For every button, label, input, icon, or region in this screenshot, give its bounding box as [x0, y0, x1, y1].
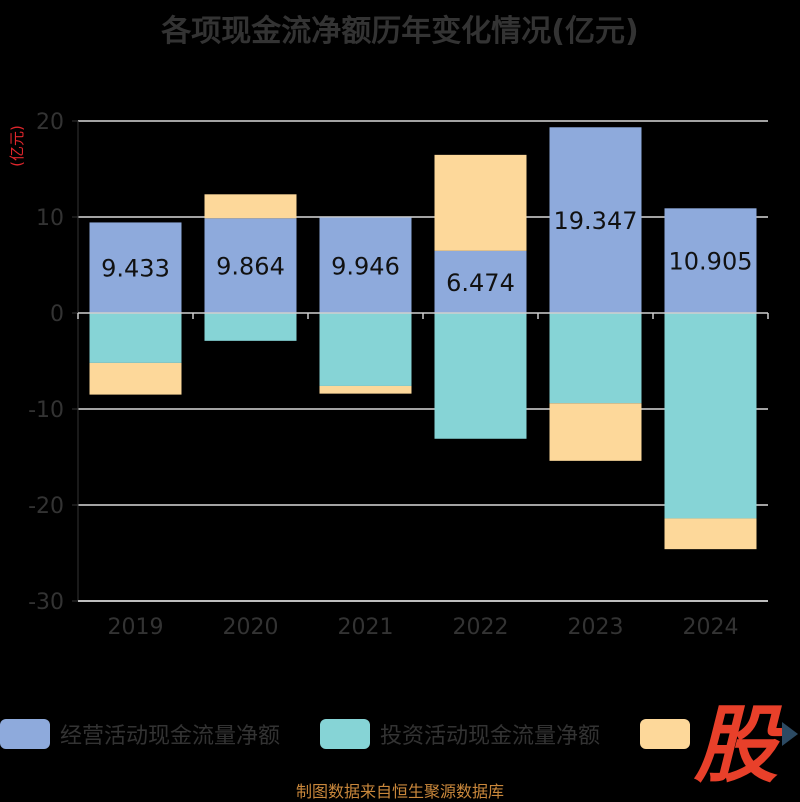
source-note: 制图数据来自恒生聚源数据库 — [295, 782, 504, 801]
y-tick-label: 20 — [36, 110, 64, 135]
x-tick-label: 2019 — [108, 615, 164, 640]
bar-series-1-2019[interactable] — [89, 313, 182, 363]
data-label: 9.946 — [331, 252, 400, 280]
x-tick-label: 2021 — [338, 615, 394, 640]
watermark-logo: 股 — [693, 696, 778, 794]
legend-next-arrow-icon[interactable] — [782, 722, 798, 746]
data-label: 10.905 — [669, 248, 753, 276]
bar-series-2-2020[interactable] — [204, 194, 297, 219]
bar-series-2-2024[interactable] — [664, 518, 757, 550]
data-label: 9.864 — [216, 253, 285, 281]
labels-layer: 9.433 9.864 9.946 6.474 19.347 10.905 — [77, 207, 769, 319]
bar-series-2-2019[interactable] — [89, 362, 182, 395]
legend-item-1[interactable]: 投资活动现金流量净额 — [320, 716, 600, 752]
bar-series-0-2023[interactable] — [549, 127, 642, 313]
y-tick-label: 10 — [36, 206, 64, 231]
legend-item-2[interactable] — [640, 716, 700, 752]
legend-swatch — [640, 719, 690, 749]
grid-layer — [78, 120, 768, 602]
legend-item-0[interactable]: 经营活动现金流量净额 — [0, 716, 280, 752]
bar-series-0-2022[interactable] — [434, 250, 527, 313]
bar-series-0-2019[interactable] — [89, 222, 182, 313]
bar-series-1-2022[interactable] — [434, 313, 527, 439]
bars-layer — [89, 127, 757, 550]
legend-swatch — [320, 719, 370, 749]
legend-label: 投资活动现金流量净额 — [380, 724, 601, 749]
bar-series-1-2020[interactable] — [204, 313, 297, 341]
legend-swatch — [0, 719, 50, 749]
chart-title: 各项现金流净额历年变化情况(亿元) — [161, 14, 639, 49]
y-tick-label: -30 — [28, 590, 64, 615]
bar-series-2-2022[interactable] — [434, 154, 527, 251]
bar-series-0-2024[interactable] — [664, 208, 757, 313]
x-tick-label: 2024 — [683, 615, 739, 640]
y-axis-label: (亿元) — [8, 125, 26, 167]
bar-series-1-2023[interactable] — [549, 313, 642, 404]
data-label: 19.347 — [554, 207, 638, 235]
data-label: 6.474 — [446, 269, 515, 297]
y-tick-label: 0 — [50, 302, 64, 327]
legend-label: 经营活动现金流量净额 — [60, 724, 281, 749]
bar-series-1-2024[interactable] — [664, 313, 757, 519]
axis-layer: 20 10 0 -10 -20 -30 (亿元) 2019 2020 2021 2022 2023 20… — [8, 110, 768, 640]
x-tick-label: 2020 — [223, 615, 279, 640]
y-tick-label: -10 — [28, 398, 64, 423]
data-label: 9.433 — [101, 255, 170, 283]
bar-series-0-2021[interactable] — [319, 217, 412, 313]
x-tick-label: 2023 — [568, 615, 624, 640]
bar-series-1-2021[interactable] — [319, 313, 412, 386]
bar-series-2-2021[interactable] — [319, 385, 412, 394]
y-tick-label: -20 — [28, 494, 64, 519]
bar-series-0-2020[interactable] — [204, 218, 297, 313]
x-tick-label: 2022 — [453, 615, 509, 640]
bar-series-2-2023[interactable] — [549, 403, 642, 461]
